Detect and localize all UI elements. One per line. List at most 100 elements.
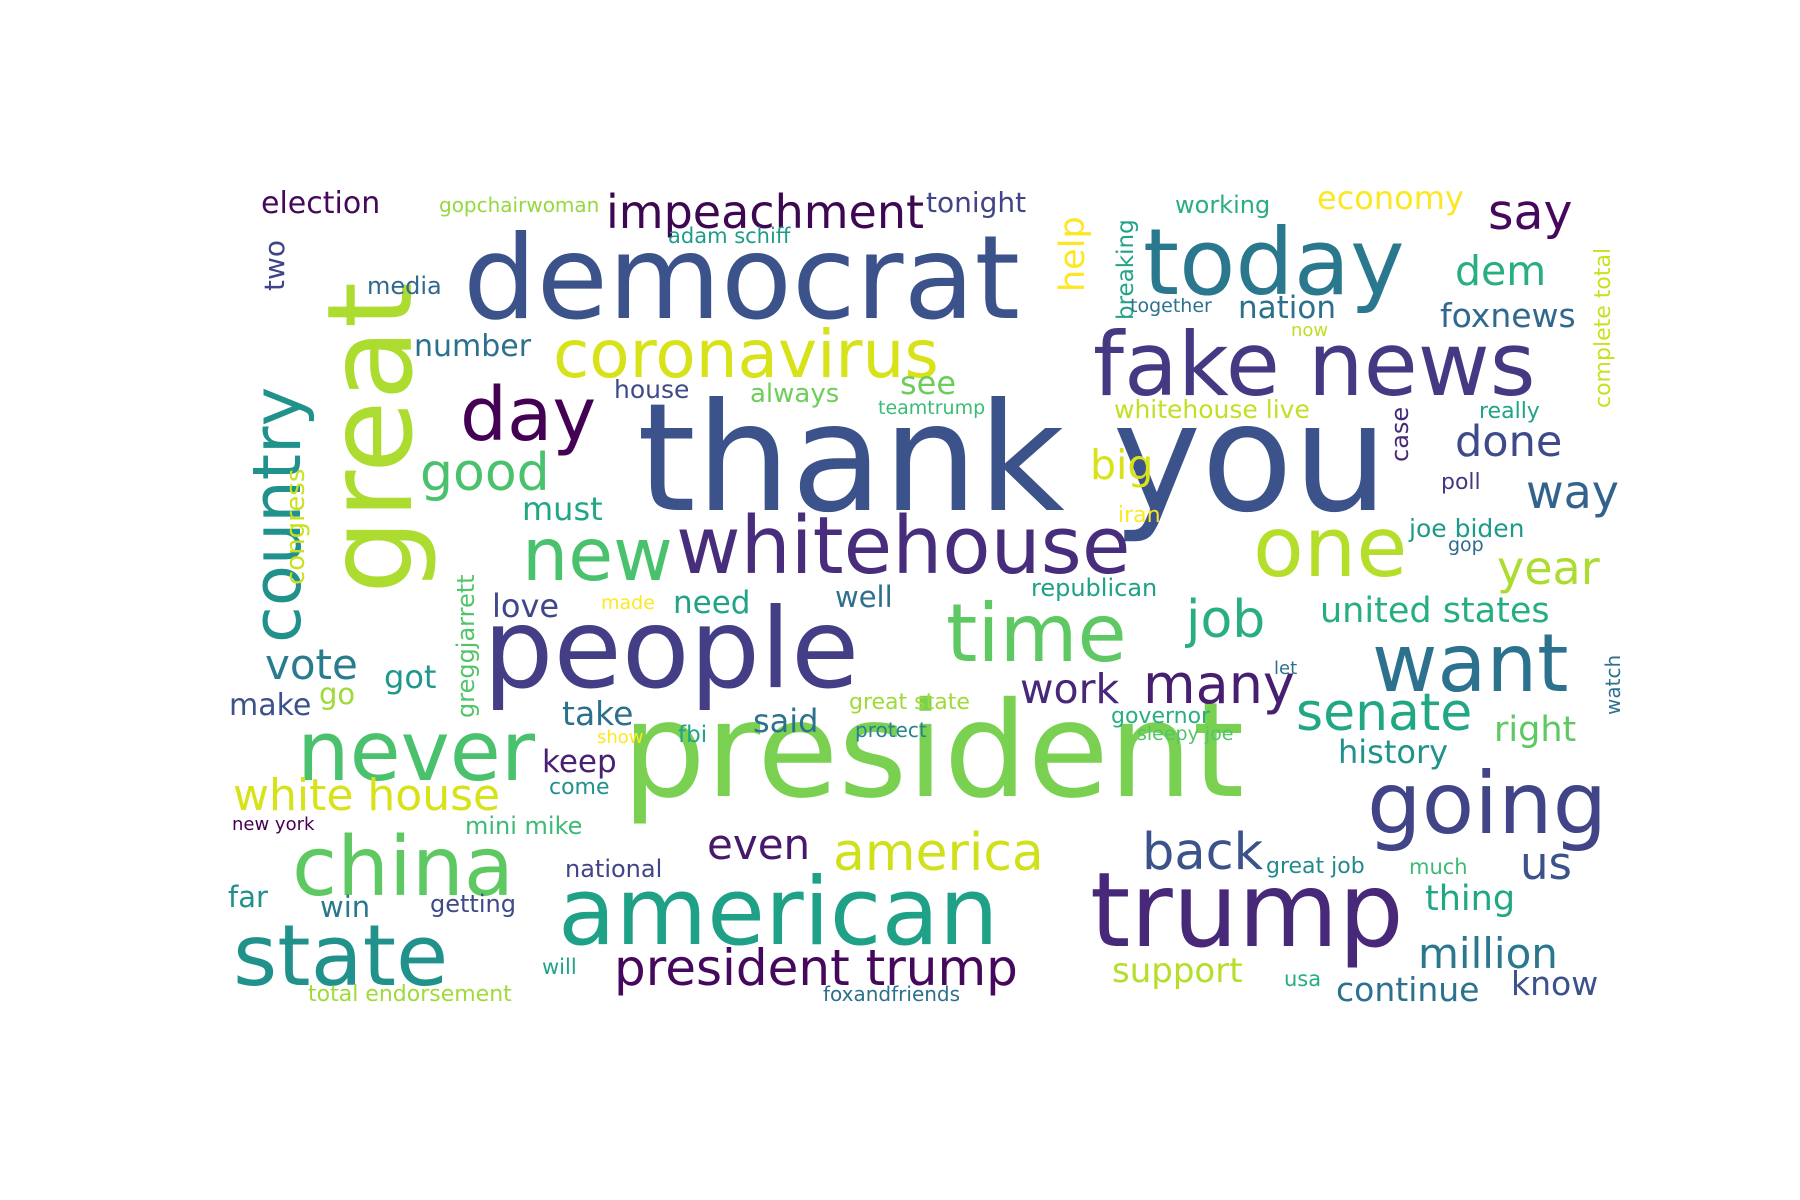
- cloud-word: getting: [430, 890, 516, 918]
- cloud-word: working: [1175, 191, 1270, 219]
- cloud-word: total endorsement: [308, 982, 512, 1007]
- cloud-word: number: [414, 329, 532, 364]
- cloud-word: always: [750, 379, 839, 409]
- cloud-word: fbi: [678, 722, 707, 748]
- cloud-word: show: [597, 727, 644, 748]
- cloud-word: foxandfriends: [823, 982, 960, 1006]
- cloud-word: many: [1143, 653, 1295, 716]
- cloud-word: iran: [1118, 503, 1161, 528]
- cloud-word: democrat: [463, 211, 1020, 346]
- cloud-word: job: [1185, 590, 1265, 650]
- cloud-word: complete total: [1591, 248, 1616, 408]
- cloud-word: people: [483, 585, 859, 714]
- cloud-word: nation: [1238, 290, 1336, 326]
- cloud-word: year: [1497, 541, 1600, 595]
- cloud-word: must: [522, 490, 603, 528]
- cloud-word: will: [542, 955, 577, 979]
- cloud-word: said: [753, 702, 818, 740]
- cloud-word: got: [384, 658, 436, 696]
- cloud-word: done: [1455, 417, 1562, 467]
- cloud-word: going: [1367, 754, 1607, 854]
- cloud-word: never: [297, 703, 536, 800]
- cloud-word: now: [1291, 320, 1328, 341]
- cloud-word: congress: [281, 469, 311, 585]
- cloud-word: see: [900, 364, 956, 402]
- cloud-word: keep: [542, 744, 617, 780]
- cloud-word: come: [549, 775, 610, 800]
- cloud-word: whitehouse: [676, 500, 1130, 592]
- cloud-word: gopchairwoman: [439, 193, 599, 217]
- cloud-word: time: [946, 587, 1127, 680]
- cloud-word: china: [292, 820, 514, 915]
- cloud-word: million: [1418, 929, 1558, 978]
- cloud-word: day: [460, 372, 596, 458]
- cloud-word: back: [1142, 823, 1264, 882]
- cloud-word: right: [1494, 710, 1576, 750]
- cloud-word: teamtrump: [878, 397, 985, 419]
- cloud-word: need: [673, 585, 750, 621]
- cloud-word: big: [1090, 441, 1153, 489]
- cloud-word: way: [1526, 465, 1619, 519]
- cloud-word: really: [1479, 399, 1540, 424]
- cloud-word: win: [320, 890, 370, 924]
- cloud-word: trump: [1090, 851, 1404, 971]
- cloud-word: make: [229, 688, 311, 723]
- cloud-word: watch: [1601, 655, 1625, 715]
- cloud-word: even: [707, 820, 810, 869]
- cloud-word: usa: [1284, 967, 1321, 991]
- cloud-word: two: [258, 240, 291, 291]
- cloud-word: state: [233, 907, 448, 1006]
- cloud-word: protect: [855, 718, 927, 742]
- cloud-word: election: [261, 186, 380, 221]
- cloud-word: media: [367, 272, 442, 300]
- cloud-word: great job: [1266, 854, 1365, 879]
- cloud-word: go: [319, 677, 355, 711]
- cloud-word: thank you: [637, 372, 1388, 546]
- cloud-word: good: [420, 443, 550, 503]
- cloud-word: breaking: [1113, 219, 1139, 320]
- cloud-word: america: [833, 823, 1044, 883]
- cloud-word: great: [301, 282, 439, 594]
- cloud-word: dem: [1455, 247, 1546, 295]
- cloud-word: work: [1020, 665, 1119, 713]
- cloud-word: tonight: [926, 186, 1026, 219]
- cloud-word: senate: [1296, 683, 1472, 743]
- cloud-word: foxnews: [1440, 296, 1576, 335]
- cloud-word: greggjarrett: [452, 574, 480, 718]
- cloud-word: us: [1520, 837, 1572, 890]
- cloud-word: fake news: [1093, 313, 1536, 416]
- cloud-word: want: [1372, 617, 1569, 710]
- cloud-word: united states: [1320, 591, 1550, 631]
- cloud-word: adam schiff: [668, 224, 791, 248]
- cloud-word: take: [562, 694, 633, 733]
- cloud-word: far: [228, 880, 268, 914]
- cloud-word: gop: [1448, 534, 1484, 556]
- cloud-word: coronavirus: [553, 316, 939, 393]
- cloud-word: sleepy joe: [1137, 723, 1234, 745]
- cloud-word: know: [1511, 964, 1598, 1003]
- cloud-word: house: [614, 375, 689, 404]
- cloud-word: case: [1386, 407, 1414, 462]
- cloud-word: help: [1053, 216, 1093, 292]
- cloud-word: say: [1488, 184, 1573, 241]
- cloud-word: president trump: [614, 939, 1018, 997]
- cloud-word: national: [565, 855, 662, 883]
- cloud-word: mini mike: [465, 812, 582, 840]
- cloud-word: governor: [1111, 704, 1211, 729]
- cloud-word: impeachment: [606, 185, 924, 239]
- cloud-word: love: [492, 587, 559, 625]
- cloud-word: country: [238, 387, 316, 643]
- cloud-word: american: [558, 858, 999, 967]
- cloud-word: new york: [232, 814, 315, 835]
- cloud-word: history: [1338, 733, 1448, 771]
- cloud-word: today: [1143, 209, 1405, 316]
- cloud-word: made: [601, 592, 655, 614]
- cloud-word: well: [835, 580, 893, 614]
- cloud-word: continue: [1336, 970, 1480, 1009]
- cloud-word: great state: [849, 690, 970, 715]
- cloud-word: one: [1253, 499, 1407, 596]
- cloud-word: white house: [233, 770, 500, 821]
- cloud-word: president: [622, 674, 1244, 828]
